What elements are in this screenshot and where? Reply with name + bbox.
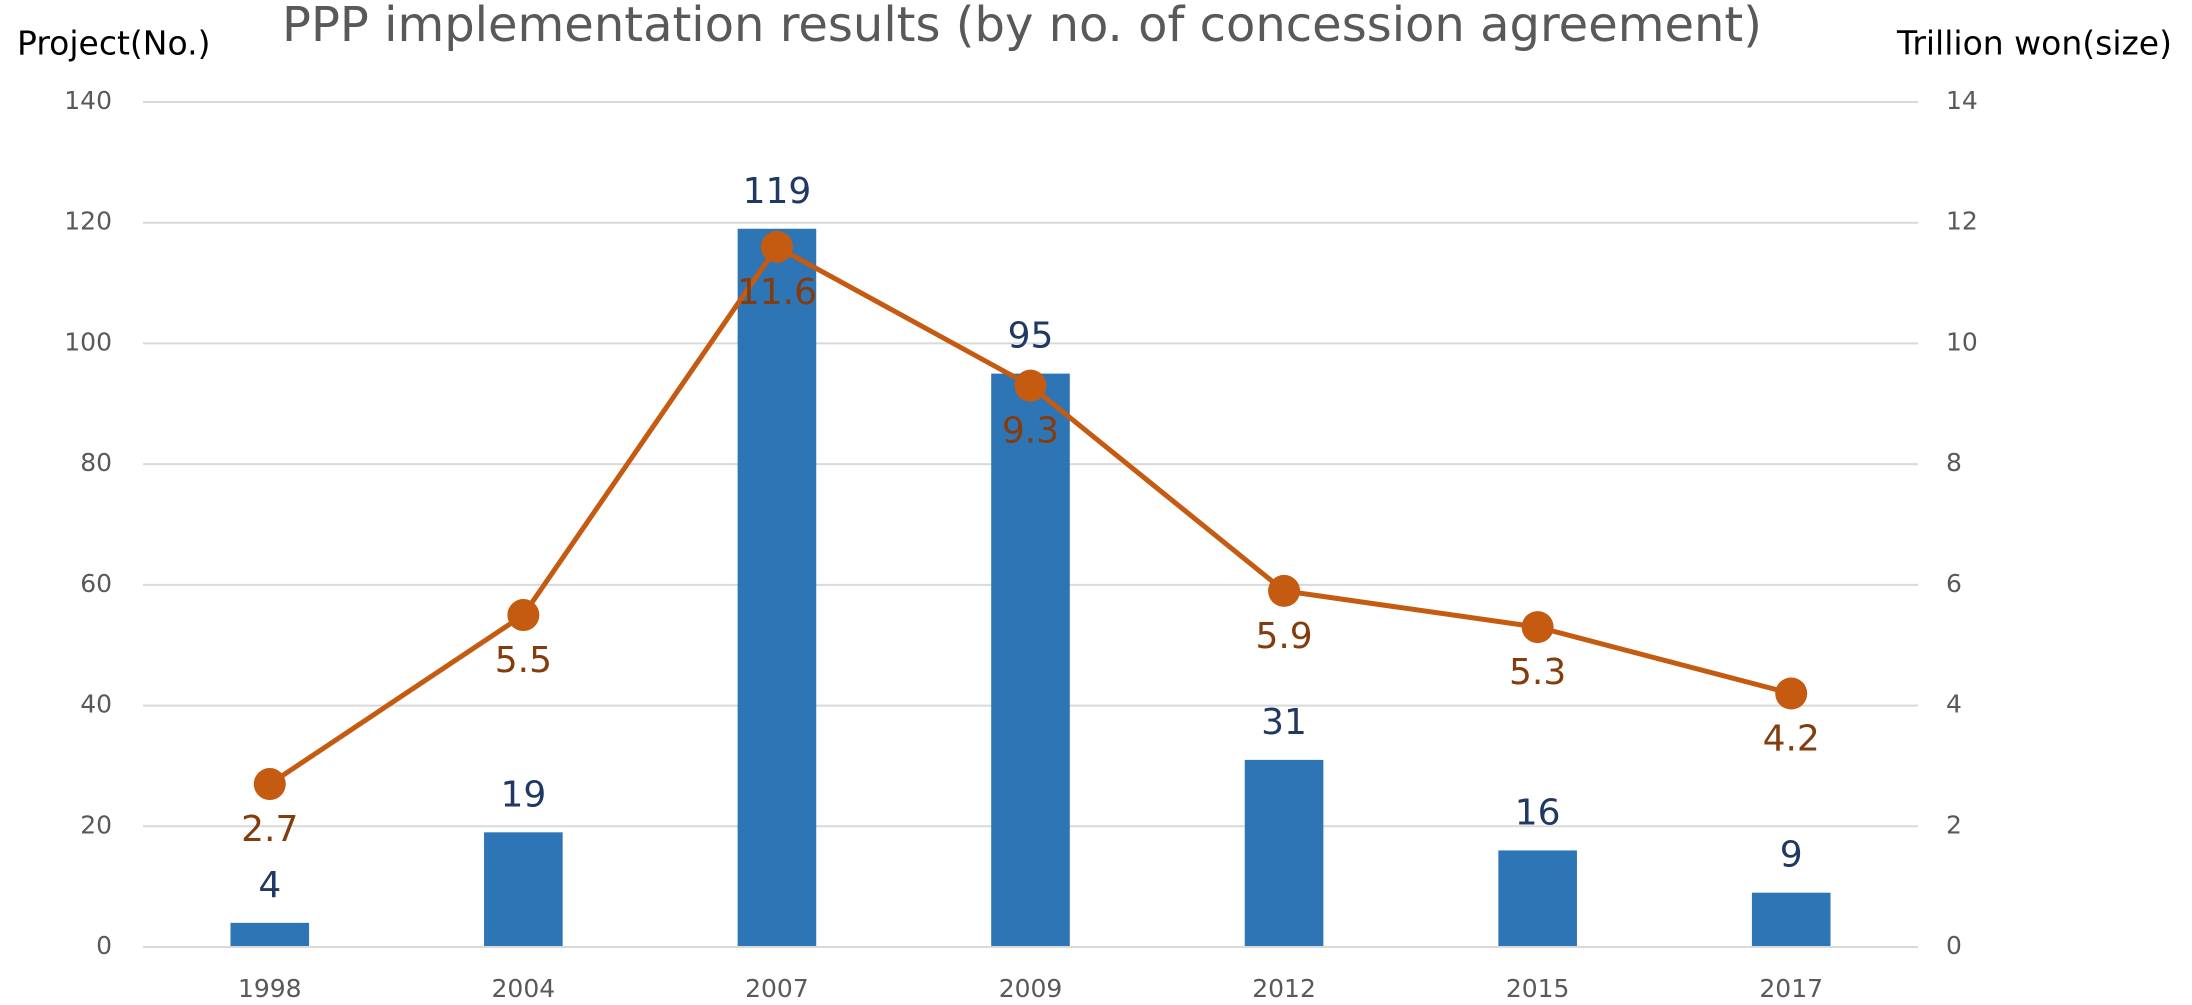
x-tick-label: 2017	[1759, 974, 1823, 1003]
bar-value-label: 16	[1515, 792, 1561, 833]
line-value-label: 2.7	[241, 809, 298, 850]
bar	[991, 373, 1070, 947]
x-tick-label: 2012	[1252, 974, 1316, 1003]
line-marker	[1268, 574, 1301, 607]
line-marker	[1775, 677, 1808, 710]
line-value-label: 9.3	[1002, 411, 1059, 452]
y2-tick-label: 2	[1946, 810, 1962, 839]
y2-tick-label: 0	[1946, 931, 1962, 960]
bar-value-label: 4	[258, 865, 281, 906]
line-value-label: 5.9	[1255, 616, 1312, 657]
x-tick-label: 2004	[492, 974, 556, 1003]
x-tick-label: 2009	[999, 974, 1063, 1003]
y2-tick-label: 6	[1946, 569, 1962, 598]
line-value-label: 5.3	[1509, 652, 1566, 693]
line-marker	[1521, 611, 1554, 644]
bar	[230, 922, 310, 947]
y-tick-label: 100	[64, 327, 112, 356]
line-marker	[1014, 369, 1047, 402]
bar	[1498, 850, 1577, 947]
y-tick-label: 20	[80, 810, 112, 839]
y2-tick-label: 10	[1946, 327, 1978, 356]
y-axis-title: Project(No.)	[17, 24, 210, 63]
y2-axis-title: Trillion won(size)	[1896, 24, 2172, 63]
line-value-label: 4.2	[1763, 719, 1820, 760]
line-marker	[253, 768, 286, 801]
x-tick-label: 2015	[1506, 974, 1570, 1003]
y-tick-label: 40	[80, 690, 112, 719]
y-tick-label: 60	[80, 569, 112, 598]
y2-tick-label: 14	[1946, 86, 1978, 115]
y2-tick-label: 12	[1946, 207, 1978, 236]
bar-value-label: 31	[1261, 702, 1307, 743]
bar	[737, 228, 817, 947]
y2-tick-label: 8	[1946, 448, 1962, 477]
bar-value-label: 19	[500, 774, 546, 815]
y-tick-label: 80	[80, 448, 112, 477]
line-value-label: 5.5	[495, 640, 552, 681]
bar	[1751, 892, 1831, 947]
line-marker	[760, 230, 793, 263]
y-tick-label: 140	[64, 86, 112, 115]
bar-value-label: 95	[1008, 316, 1054, 357]
y-tick-label: 0	[96, 931, 112, 960]
x-tick-label: 1998	[238, 974, 302, 1003]
line-marker	[507, 599, 540, 632]
x-tick-label: 2007	[745, 974, 809, 1003]
y-tick-label: 120	[64, 207, 112, 236]
line-value-label: 11.6	[737, 272, 817, 313]
y2-tick-label: 4	[1946, 690, 1962, 719]
bar-value-label: 119	[743, 171, 812, 212]
chart-title: PPP implementation results (by no. of co…	[282, 0, 1762, 53]
bar	[1244, 759, 1324, 947]
bar	[484, 832, 563, 947]
bar-value-label: 9	[1780, 835, 1803, 876]
